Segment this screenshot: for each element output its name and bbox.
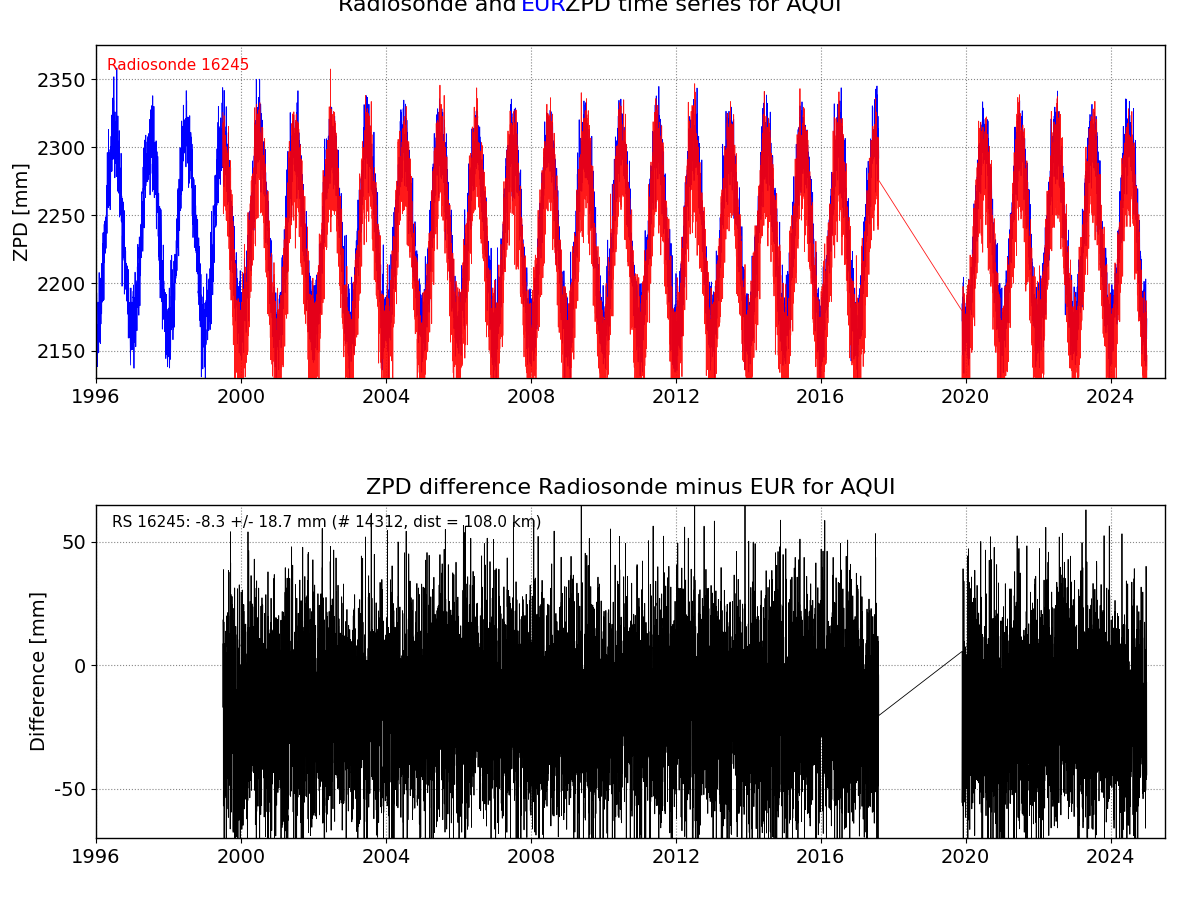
Text: RS 16245: -8.3 +/- 18.7 mm (# 14312, dist = 108.0 km): RS 16245: -8.3 +/- 18.7 mm (# 14312, dis… bbox=[112, 514, 542, 530]
Y-axis label: Difference [mm]: Difference [mm] bbox=[30, 591, 49, 751]
Text: EUR: EUR bbox=[521, 0, 567, 14]
Y-axis label: ZPD [mm]: ZPD [mm] bbox=[12, 162, 31, 261]
Text: Radiosonde and: Radiosonde and bbox=[337, 0, 524, 14]
Text: Radiosonde 16245: Radiosonde 16245 bbox=[107, 59, 249, 73]
Title: ZPD difference Radiosonde minus EUR for AQUI: ZPD difference Radiosonde minus EUR for … bbox=[366, 478, 895, 497]
Text: ZPD time series for AQUI: ZPD time series for AQUI bbox=[557, 0, 841, 14]
